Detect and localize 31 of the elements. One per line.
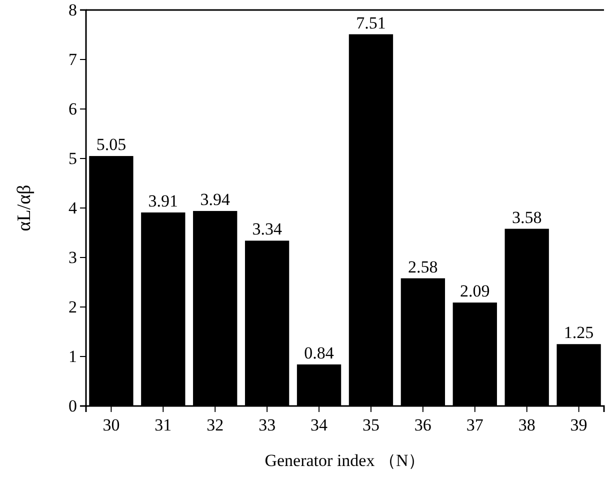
y-tick-label: 0 <box>68 396 77 416</box>
y-tick-label: 7 <box>68 50 78 69</box>
data-label: 7.51 <box>356 13 386 32</box>
x-tick-label: 31 <box>154 415 172 434</box>
x-tick-label: 33 <box>258 415 276 434</box>
y-tick-label: 2 <box>68 297 77 316</box>
y-tick-label: 6 <box>68 99 77 118</box>
y-tick-label: 8 <box>68 0 77 20</box>
x-tick-label: 38 <box>518 415 536 434</box>
y-axis-title: αL/αβ <box>14 184 35 232</box>
data-label: 3.58 <box>512 208 542 227</box>
x-tick-label: 34 <box>310 415 328 434</box>
y-tick-label: 5 <box>68 148 77 168</box>
data-label: 3.94 <box>200 190 230 209</box>
data-label: 3.91 <box>148 191 178 210</box>
x-tick-label: 36 <box>414 415 432 434</box>
data-label: 5.05 <box>96 135 126 154</box>
data-label: 3.34 <box>252 220 282 239</box>
data-label: 1.25 <box>564 323 594 342</box>
x-tick-label: 39 <box>570 415 588 434</box>
y-tick-label: 4 <box>68 198 78 218</box>
data-label: 2.09 <box>460 282 490 301</box>
x-tick-label: 35 <box>362 415 380 434</box>
data-label: 0.84 <box>304 343 334 362</box>
x-axis-title: Generator index （N） <box>264 451 426 470</box>
data-label: 2.58 <box>408 257 438 276</box>
x-tick-label: 30 <box>102 415 120 434</box>
y-tick-label: 3 <box>68 248 77 267</box>
x-tick-label: 32 <box>206 415 224 434</box>
y-tick-label: 1 <box>68 346 77 366</box>
x-tick-label: 37 <box>466 415 484 434</box>
